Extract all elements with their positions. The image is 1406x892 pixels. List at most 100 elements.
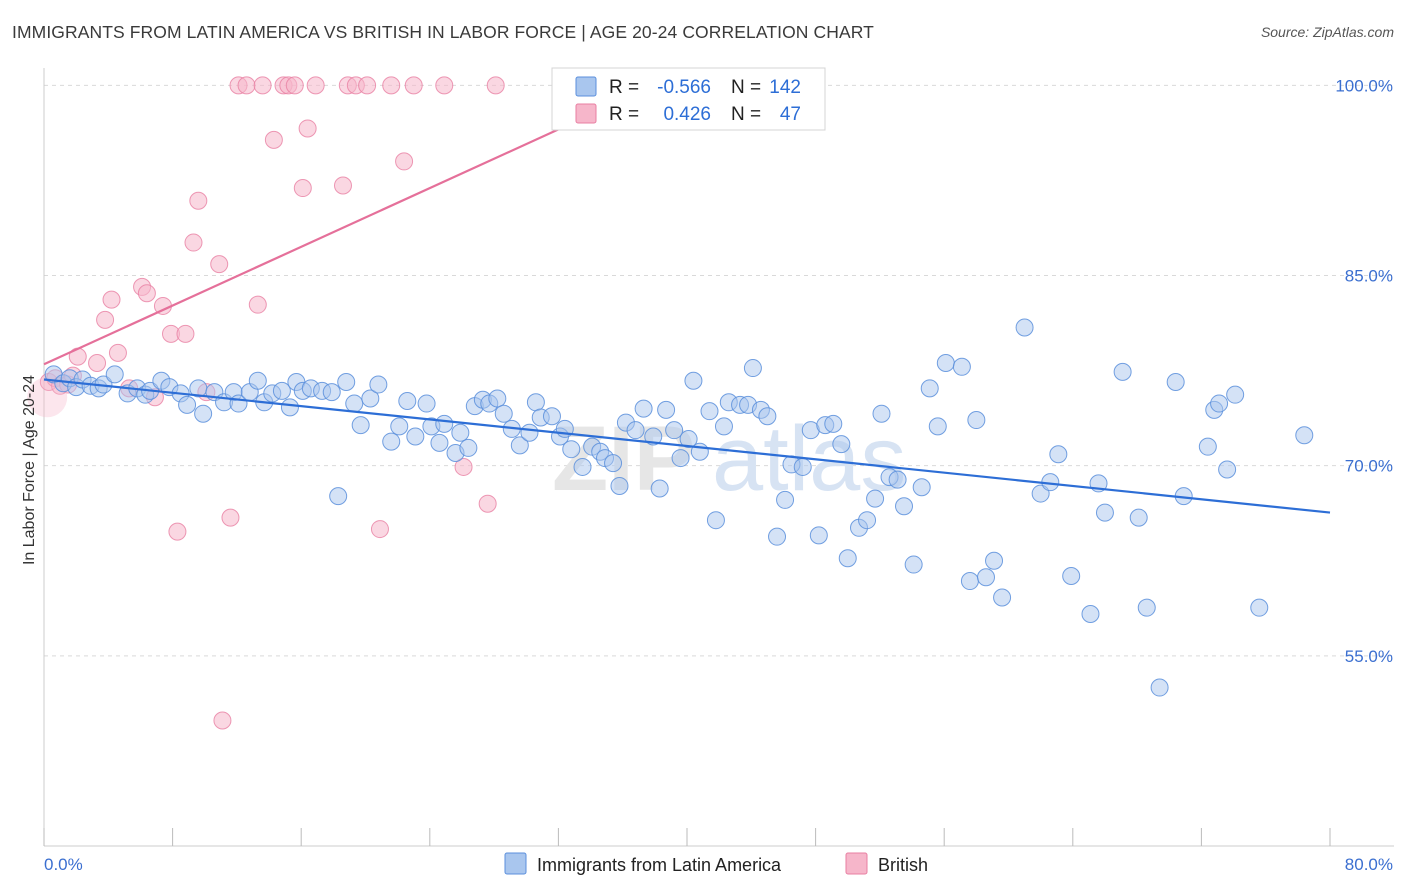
- latin-america-point-118: [993, 588, 1012, 607]
- axes: [43, 68, 1394, 847]
- series-legend: Immigrants from Latin America British: [504, 852, 928, 875]
- y-tick-labels: 55.0% 70.0% 85.0% 100.0%: [1335, 76, 1393, 665]
- trend-lines: [43, 84, 1331, 514]
- latin-america-point-90: [758, 407, 777, 426]
- latin-america-point-107: [895, 497, 914, 516]
- latin-america-point-135: [1210, 394, 1229, 413]
- latin-america-point-123: [1062, 566, 1081, 585]
- latin-america-point-137: [1226, 385, 1245, 404]
- british-point-28: [264, 130, 283, 149]
- latin-america-point-98: [824, 414, 843, 433]
- latin-america-point-24: [248, 371, 267, 390]
- latin-america-point-114: [960, 572, 979, 591]
- latin-america-point-128: [1129, 508, 1148, 527]
- latin-america-point-16: [178, 395, 197, 414]
- british-point-41: [395, 152, 414, 171]
- british-point-16: [168, 522, 187, 541]
- british-point-39: [370, 520, 389, 539]
- british-point-35: [333, 176, 352, 195]
- latin-america-point-83: [706, 511, 725, 530]
- legend-box: [551, 67, 826, 131]
- british-point-27: [253, 76, 272, 95]
- latin-america-point-34: [329, 487, 348, 506]
- latin-america-point-47: [435, 414, 454, 433]
- latin-america-point-46: [430, 433, 449, 452]
- latin-america-point-35: [337, 373, 356, 392]
- latin-america-point-88: [743, 359, 762, 378]
- legend-r-label-pink: R =: [609, 104, 639, 125]
- british-point-46: [486, 76, 505, 95]
- latin-america-point-18: [194, 404, 213, 423]
- latin-america-point-57: [510, 436, 529, 455]
- latin-america-point-127: [1113, 362, 1132, 381]
- x-tick-label-1: 80.0%: [1345, 855, 1393, 874]
- latin-america-points: [44, 318, 1314, 697]
- british-point-42: [404, 76, 423, 95]
- british-point-23: [221, 508, 240, 527]
- legend-n-value-pink: 47: [780, 104, 801, 125]
- latin-america-point-131: [1166, 373, 1185, 392]
- latin-america-point-65: [573, 457, 592, 476]
- latin-america-point-103: [866, 489, 885, 508]
- latin-america-point-76: [657, 400, 676, 419]
- british-point-21: [210, 255, 229, 274]
- latin-america-point-50: [459, 438, 478, 457]
- british-point-7: [96, 310, 115, 329]
- british-point-18: [184, 233, 203, 252]
- latin-america-point-39: [369, 375, 388, 394]
- latin-america-point-36: [345, 394, 364, 413]
- latin-america-point-64: [562, 440, 581, 459]
- latin-america-point-96: [809, 526, 828, 545]
- legend-r-label-blue: R =: [609, 77, 639, 98]
- latin-america-point-108: [904, 555, 923, 574]
- latin-america-point-58: [520, 423, 539, 442]
- british-trend-line: [43, 84, 656, 366]
- latin-america-point-8: [105, 365, 124, 384]
- british-point-45: [478, 494, 497, 513]
- british-point-44: [454, 457, 473, 476]
- latin-america-point-74: [644, 427, 663, 446]
- latin-america-point-79: [679, 430, 698, 449]
- y-tick-label-2: 85.0%: [1345, 267, 1393, 286]
- latin-america-point-92: [776, 490, 795, 509]
- latin-america-point-129: [1137, 598, 1156, 617]
- latin-america-point-138: [1250, 598, 1269, 617]
- british-point-31: [285, 76, 304, 95]
- latin-america-point-84: [714, 417, 733, 436]
- british-point-19: [189, 191, 208, 210]
- british-point-12: [137, 284, 156, 303]
- latin-america-point-61: [542, 407, 561, 426]
- latin-america-point-119: [1015, 318, 1034, 337]
- british-point-6: [88, 353, 107, 372]
- legend-n-label-pink: N =: [731, 104, 761, 125]
- chart-source: Source: ZipAtlas.com: [1260, 24, 1394, 40]
- latin-america-point-133: [1198, 437, 1217, 456]
- latin-america-point-59: [526, 393, 545, 412]
- latin-america-point-124: [1081, 605, 1100, 624]
- latin-america-point-42: [398, 392, 417, 411]
- british-point-26: [248, 295, 267, 314]
- x-tick-label-0: 0.0%: [44, 855, 83, 874]
- latin-america-point-80: [684, 371, 703, 390]
- legend-n-value-blue: 142: [769, 77, 801, 98]
- british-point-34: [306, 76, 325, 95]
- latin-america-point-111: [928, 417, 947, 436]
- latin-america-point-73: [634, 399, 653, 418]
- legend-swatch-blue: [575, 76, 597, 97]
- latin-america-point-126: [1095, 503, 1114, 522]
- british-point-25: [237, 76, 256, 95]
- legend-n-label-blue: N =: [731, 77, 761, 98]
- british-points: [27, 76, 505, 730]
- british-point-22: [213, 711, 232, 730]
- latin-america-trend-line: [43, 378, 1331, 514]
- latin-america-point-116: [976, 568, 995, 587]
- latin-america-point-112: [936, 353, 955, 372]
- latin-america-point-113: [952, 357, 971, 376]
- latin-america-point-91: [768, 527, 787, 546]
- latin-america-point-122: [1049, 445, 1068, 464]
- british-point-8: [102, 290, 121, 309]
- legend-r-value-pink: 0.426: [663, 104, 711, 125]
- latin-america-point-109: [912, 478, 931, 497]
- latin-america-point-43: [406, 427, 425, 446]
- legend-swatch-pink: [575, 103, 597, 124]
